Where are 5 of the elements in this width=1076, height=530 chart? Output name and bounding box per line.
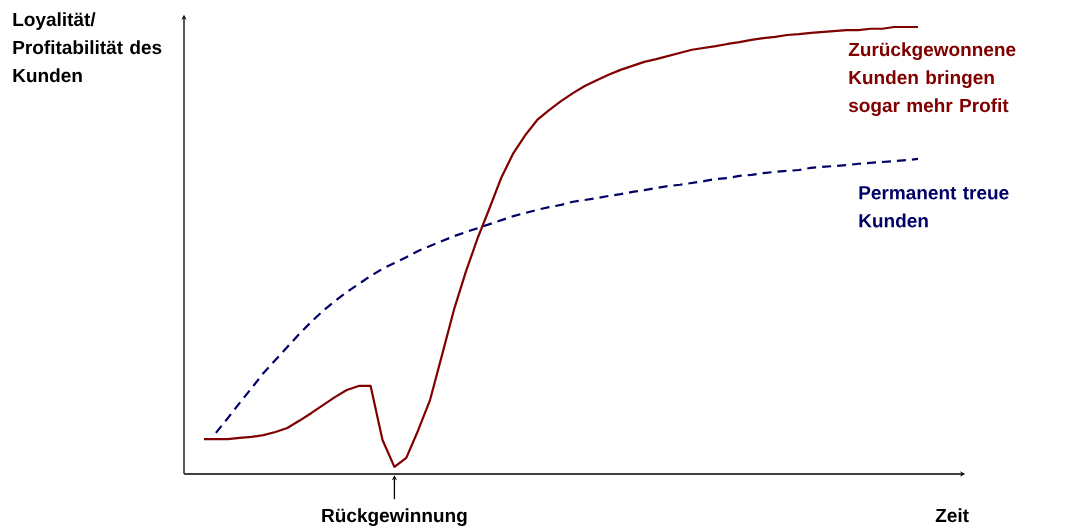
series-label: Permanent treue Kunden [859, 186, 1009, 228]
x-axis-title: Zeit [935, 508, 969, 523]
text: Rückgewinnung [322, 508, 467, 526]
y-axis-title: Loyalität/ Profitabilität des Kunden [13, 12, 162, 83]
series-label: Zurückgewonnene Kunden bringen sogar mehr Profit [848, 42, 1016, 116]
